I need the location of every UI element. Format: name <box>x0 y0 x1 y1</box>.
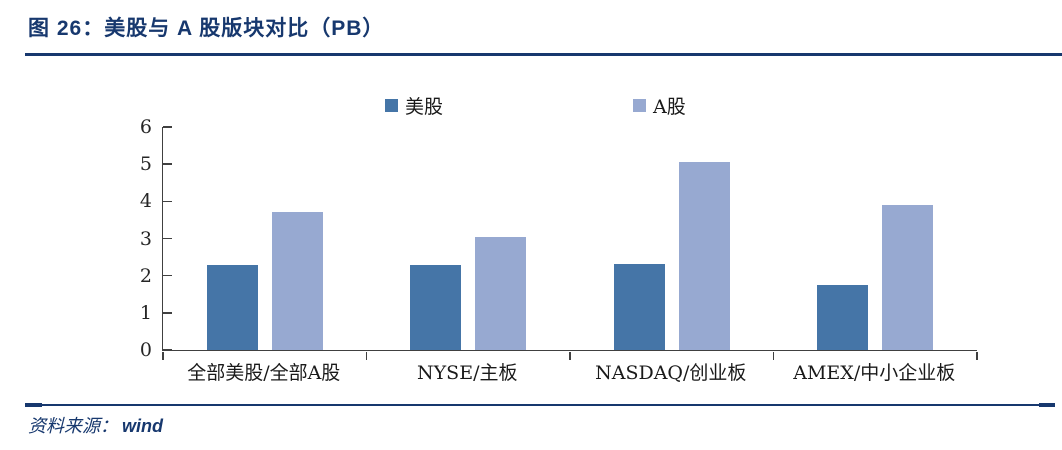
bar-us-0 <box>206 265 258 350</box>
y-tick-mark <box>163 237 172 240</box>
x-category-label: AMEX/中小企业板 <box>793 362 956 384</box>
x-tick-mark <box>976 351 978 360</box>
legend-swatch-us-icon <box>385 99 398 112</box>
y-tick-mark <box>163 349 172 351</box>
y-tick-mark <box>163 163 172 165</box>
x-category-label: NASDAQ/创业板 <box>595 362 747 384</box>
legend-label-us: 美股 <box>405 96 444 118</box>
bar-a-1 <box>475 237 527 350</box>
y-tick-label: 4 <box>139 190 152 213</box>
x-tick-mark <box>772 351 775 360</box>
x-tick-mark <box>569 351 571 360</box>
y-tick-mark <box>163 274 172 277</box>
x-tick-mark <box>162 351 164 360</box>
source-note: 资料来源： wind <box>28 412 163 438</box>
y-tick-label: 5 <box>139 153 152 176</box>
y-axis-tick-labels: 0 1 2 3 4 5 6 <box>118 116 152 361</box>
legend-item-us-stocks: 美股 <box>385 92 443 119</box>
bar-a-2 <box>678 162 730 350</box>
figure-title: 图 26：美股与 A 股版块对比（PB） <box>28 17 385 40</box>
legend-label-a: A股 <box>653 96 686 118</box>
y-tick-label: 6 <box>139 116 152 138</box>
header-divider <box>25 53 1062 56</box>
bar-us-1 <box>410 265 462 350</box>
bar-us-3 <box>817 284 869 350</box>
source-label: 资料来源： <box>28 416 118 437</box>
bar-a-0 <box>271 212 323 350</box>
source-value: wind <box>122 416 163 436</box>
y-tick-label: 3 <box>139 227 152 250</box>
y-tick-label: 1 <box>139 301 152 324</box>
y-tick-mark <box>163 312 172 314</box>
x-category-label: NYSE/主板 <box>417 362 518 384</box>
footer-divider-right-cap <box>1039 402 1055 407</box>
legend-swatch-a-icon <box>633 99 646 112</box>
bar-chart-plot-area <box>162 126 978 360</box>
x-tick-mark <box>365 351 368 360</box>
bar-us-2 <box>613 263 665 350</box>
legend-item-a-shares: A股 <box>633 92 686 119</box>
x-category-label: 全部美股/全部A股 <box>187 362 341 384</box>
footer-divider-left-cap <box>25 402 42 407</box>
bar-a-3 <box>882 205 934 350</box>
footer-divider <box>25 402 1055 407</box>
y-tick-label: 0 <box>139 339 152 361</box>
y-tick-label: 2 <box>139 264 152 287</box>
y-tick-mark <box>163 126 172 128</box>
y-tick-mark <box>163 200 172 203</box>
